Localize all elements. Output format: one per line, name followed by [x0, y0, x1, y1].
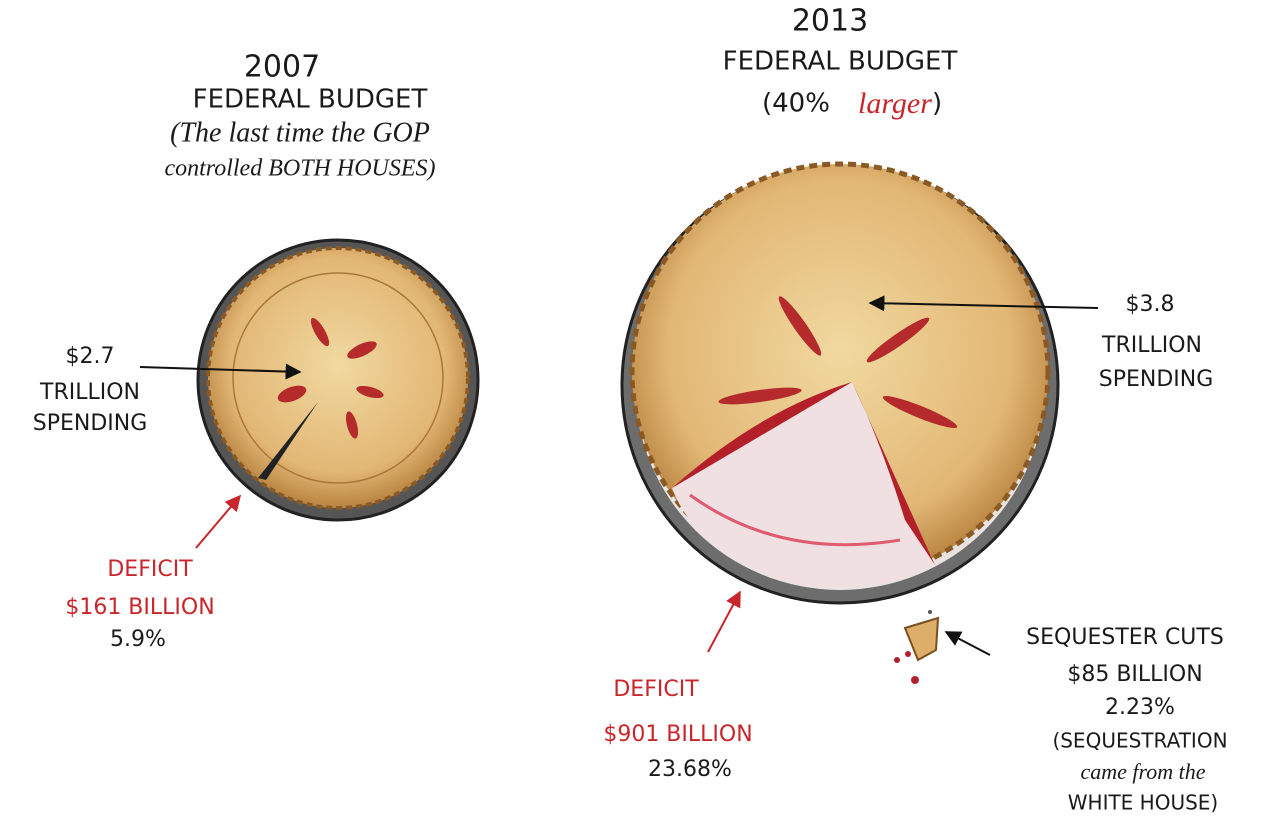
sequester-note: came from the [1080, 759, 1205, 784]
deficit-percent: 5.9% [110, 627, 166, 652]
deficit-amount: $901 BILLION [603, 722, 752, 747]
note: (40% [762, 89, 830, 119]
sequester-amount: $85 BILLION [1067, 662, 1202, 687]
heading: FEDERAL BUDGET [193, 85, 428, 115]
note: controlled BOTH HOUSES) [164, 156, 435, 182]
arrow [944, 631, 991, 656]
small-pie [196, 238, 480, 522]
crumb [894, 610, 940, 684]
year: 2007 [244, 50, 320, 85]
sequester-label: SEQUESTER CUTS [1026, 625, 1224, 650]
deficit-label: DEFICIT [613, 677, 699, 702]
spending-label: TRILLION [39, 380, 140, 405]
spending-amount: $2.7 [66, 344, 115, 369]
spending-label: SPENDING [33, 411, 148, 436]
year: 2013 [792, 4, 868, 39]
spending-label: TRILLION [1101, 333, 1202, 358]
spending-label: SPENDING [1099, 367, 1214, 392]
deficit-amount: $161 BILLION [65, 595, 214, 620]
deficit-percent: 23.68% [648, 757, 732, 782]
sequester-percent: 2.23% [1105, 695, 1175, 720]
arrow [707, 590, 741, 653]
arrow [139, 363, 302, 380]
arrow [195, 494, 242, 549]
note: ) [932, 89, 942, 119]
note: (The last time the GOP [170, 117, 430, 148]
large-pie [620, 161, 1060, 605]
heading: FEDERAL BUDGET [723, 47, 958, 77]
sequester-note: WHITE HOUSE) [1068, 791, 1218, 815]
sequester-note: (SEQUESTRATION [1052, 729, 1227, 753]
note-highlight: larger [858, 87, 932, 120]
arrow [868, 295, 1099, 312]
deficit-label: DEFICIT [107, 557, 193, 582]
spending-amount: $3.8 [1126, 292, 1175, 317]
